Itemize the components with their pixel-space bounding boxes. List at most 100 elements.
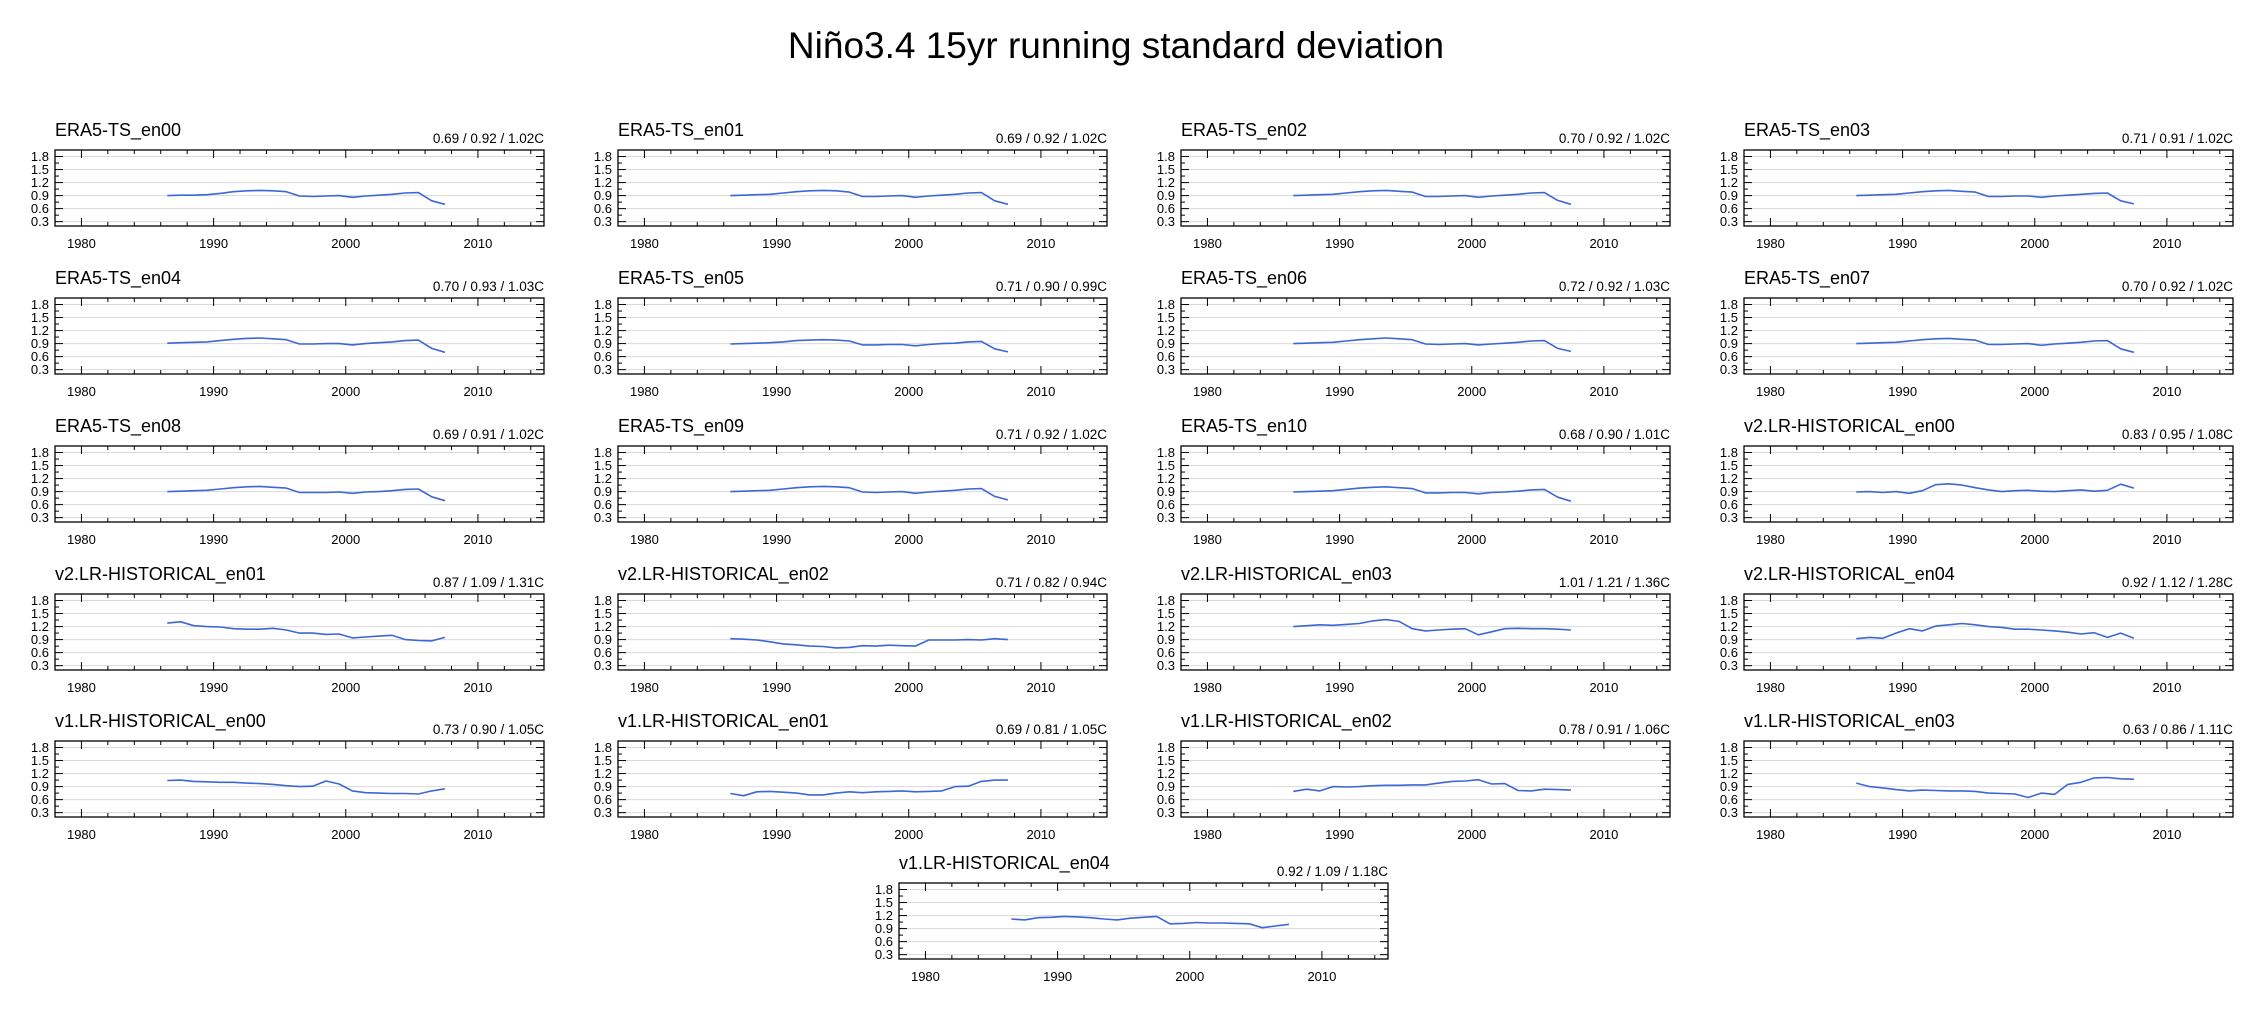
- panel-stats: 0.71 / 0.82 / 0.94C: [996, 575, 1107, 590]
- x-tick-label: 1990: [762, 384, 791, 399]
- y-tick-label: 1.2: [31, 323, 49, 338]
- panel: 1980 1990 2000 2010 0.30.60.91.21.51.8 ERA5-T…: [1720, 120, 2234, 251]
- y-tick-label: 0.9: [1157, 632, 1175, 647]
- y-tick-label: 1.2: [875, 908, 893, 923]
- y-tick-label: 1.8: [1720, 445, 1738, 460]
- y-tick-label: 0.9: [1157, 188, 1175, 203]
- y-tick-label: 1.2: [594, 766, 612, 781]
- x-tick-label: 1980: [67, 384, 96, 399]
- y-tick-label: 0.3: [31, 658, 49, 673]
- y-tick-label: 1.5: [1720, 606, 1738, 621]
- panel-stats: 0.68 / 0.90 / 1.01C: [1559, 427, 1670, 442]
- y-tick-label: 1.5: [31, 162, 49, 177]
- y-tick-label: 1.8: [875, 882, 893, 897]
- x-tick-label: 1990: [762, 827, 791, 842]
- x-tick-label: 1980: [630, 384, 659, 399]
- x-tick-label: 2010: [463, 680, 492, 695]
- x-tick-label: 2010: [1026, 680, 1055, 695]
- x-tick-label: 1980: [630, 827, 659, 842]
- panel-stats: 0.73 / 0.90 / 1.05C: [433, 722, 544, 737]
- x-tick-label: 2000: [2020, 384, 2049, 399]
- y-tick-label: 0.3: [875, 947, 893, 962]
- panel: 1980 1990 2000 2010 0.30.60.91.21.51.8 ERA5-T…: [594, 416, 1108, 547]
- x-tick-label: 2000: [331, 532, 360, 547]
- y-tick-label: 0.9: [1720, 632, 1738, 647]
- y-tick-label: 0.6: [594, 201, 612, 216]
- y-tick-label: 0.3: [31, 362, 49, 377]
- y-tick-label: 0.9: [1720, 484, 1738, 499]
- y-tick-label: 1.8: [1157, 593, 1175, 608]
- x-tick-label: 2000: [331, 384, 360, 399]
- x-tick-label: 2010: [463, 827, 492, 842]
- y-tick-label: 0.6: [1720, 201, 1738, 216]
- x-tick-label: 2010: [463, 236, 492, 251]
- x-tick-label: 2000: [2020, 532, 2049, 547]
- x-tick-label: 1990: [199, 236, 228, 251]
- panel-title: ERA5-TS_en08: [55, 416, 181, 437]
- y-tick-label: 1.2: [1720, 471, 1738, 486]
- panel-stats: 0.71 / 0.90 / 0.99C: [996, 279, 1107, 294]
- x-tick-label: 2010: [2152, 384, 2181, 399]
- x-tick-label: 2000: [894, 236, 923, 251]
- x-tick-label: 2000: [894, 827, 923, 842]
- panel: 1980 1990 2000 2010 0.30.60.91.21.51.8 v2.LR-…: [1157, 564, 1671, 695]
- y-tick-label: 0.3: [1157, 805, 1175, 820]
- y-tick-label: 0.9: [1720, 779, 1738, 794]
- axes-frame: [617, 149, 1108, 227]
- y-tick-label: 1.8: [1720, 740, 1738, 755]
- y-tick-label: 1.8: [1720, 593, 1738, 608]
- x-tick-label: 2010: [2152, 532, 2181, 547]
- x-tick-label: 1990: [1325, 384, 1354, 399]
- panel-title: v1.LR-HISTORICAL_en02: [1181, 711, 1392, 732]
- panel-title: v2.LR-HISTORICAL_en00: [1744, 416, 1955, 437]
- y-tick-label: 0.3: [594, 510, 612, 525]
- y-tick-label: 1.5: [594, 162, 612, 177]
- series-line: [1293, 189, 1572, 206]
- y-tick-label: 0.9: [594, 632, 612, 647]
- y-tick-label: 0.3: [1720, 214, 1738, 229]
- y-tick-label: 1.8: [1157, 297, 1175, 312]
- y-tick-label: 1.2: [31, 766, 49, 781]
- panel-stats: 0.70 / 0.92 / 1.02C: [1559, 131, 1670, 146]
- y-tick-label: 1.2: [1157, 619, 1175, 634]
- y-tick-label: 0.9: [1157, 484, 1175, 499]
- y-tick-label: 1.5: [594, 458, 612, 473]
- y-tick-label: 1.5: [31, 458, 49, 473]
- y-tick-label: 0.3: [1720, 510, 1738, 525]
- panel-title: v1.LR-HISTORICAL_en00: [55, 711, 266, 732]
- x-tick-label: 2010: [1026, 532, 1055, 547]
- panel-stats: 0.63 / 0.86 / 1.11C: [2123, 722, 2233, 737]
- series-line: [730, 779, 1008, 797]
- y-tick-label: 1.8: [31, 593, 49, 608]
- y-tick-label: 1.2: [31, 619, 49, 634]
- axes-frame: [1180, 149, 1671, 227]
- y-tick-label: 0.9: [1720, 188, 1738, 203]
- x-tick-label: 1990: [199, 384, 228, 399]
- axes-frame: [1743, 593, 2234, 671]
- x-tick-label: 2000: [331, 680, 360, 695]
- y-tick-label: 1.8: [1720, 297, 1738, 312]
- axes-frame: [1743, 149, 2234, 227]
- y-tick-label: 0.9: [594, 779, 612, 794]
- axes-frame: [1743, 740, 2234, 818]
- y-tick-label: 0.6: [594, 792, 612, 807]
- x-tick-label: 1990: [1325, 532, 1354, 547]
- y-tick-label: 1.2: [1720, 175, 1738, 190]
- y-tick-label: 1.8: [31, 149, 49, 164]
- panel: 1980 1990 2000 2010 0.30.60.91.21.51.8 v2.LR-…: [1720, 416, 2234, 547]
- panel-stats: 0.87 / 1.09 / 1.31C: [433, 575, 544, 590]
- x-tick-label: 2000: [1457, 827, 1486, 842]
- series-line: [730, 338, 1009, 353]
- panel-title: v1.LR-HISTORICAL_en03: [1744, 711, 1955, 732]
- x-tick-label: 2000: [894, 532, 923, 547]
- y-tick-label: 1.2: [594, 323, 612, 338]
- panel: 1980 1990 2000 2010 0.30.60.91.21.51.8 v2.LR-…: [31, 564, 545, 695]
- y-tick-label: 0.3: [594, 805, 612, 820]
- x-tick-label: 2000: [1457, 532, 1486, 547]
- x-tick-label: 2000: [894, 384, 923, 399]
- y-tick-label: 0.3: [31, 214, 49, 229]
- series-line: [1856, 337, 2135, 354]
- series-line: [1011, 915, 1290, 929]
- series-line: [1856, 622, 2135, 640]
- y-tick-label: 0.3: [1157, 214, 1175, 229]
